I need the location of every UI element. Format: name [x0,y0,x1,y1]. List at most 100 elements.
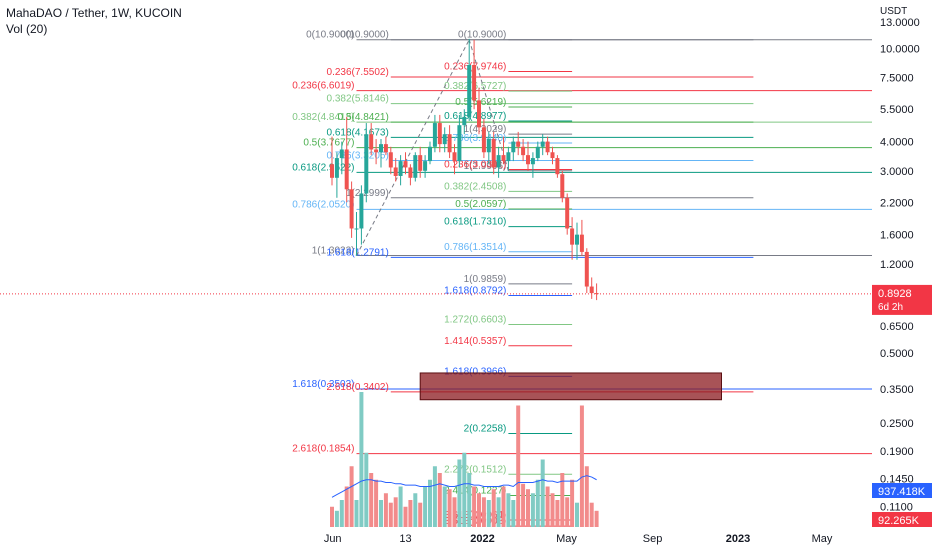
volume-bar [579,405,584,527]
fib-a-level-label: 0(10.9000) [340,30,388,41]
volume-bar [491,489,496,527]
fib-c-level-label: 2.272(0.1512) [444,464,506,475]
volume-bar [379,500,383,527]
volume-bar [452,497,457,527]
volume-bar [364,452,369,527]
fib-c-level-label: 1.414(0.5357) [444,336,506,347]
candle-body [437,123,442,145]
candle-body [408,167,413,178]
price-tick-label: 0.1900 [880,446,914,458]
candle-body [388,152,393,168]
candle-body [344,149,349,190]
volume-bar [477,493,481,527]
fib-c-level-label: 0.236(3.0391) [444,159,506,170]
fib-c-level-label: 1.618(0.3966) [444,366,506,377]
fib-c-level-label: 1.618(0.8792) [444,285,506,296]
candle-body [477,100,481,128]
candle-body [462,116,467,126]
price-tick-label: 0.3500 [880,384,914,396]
candle-body [589,286,594,294]
fib-c-level-label: 0(10.9000) [458,30,506,41]
time-tick-label: 13 [399,533,411,545]
fib-c-level-label: 2(0.2258) [464,424,507,435]
candle-body [545,141,550,153]
volume-bar [535,479,540,527]
candle-body [555,158,560,175]
price-tick-label: 1.2000 [880,259,914,271]
volume-bar [594,510,599,527]
volume-badge [872,512,932,527]
price-tick-label: 1.6000 [880,230,914,242]
candle-body [403,161,408,168]
volume-bar [575,502,579,527]
candle-body [467,64,472,117]
fib-zone-box [419,372,722,401]
volume-bar [472,486,477,527]
volume-bar [359,392,364,527]
candle-body [393,167,398,177]
candle-body [526,155,530,165]
last-price-label: 0.8928 [878,288,912,300]
price-tick-label: 0.6500 [880,321,914,333]
candle-body [496,155,501,168]
fib-b-level-label: 0.786(2.0520) [292,199,354,210]
fib-c-level-label: 1(0.9859) [464,274,507,285]
candle-body [594,293,599,295]
candle-body [447,134,452,153]
candle-body [354,228,359,230]
fib-c-level-label: 0.5(2.0597) [455,199,506,210]
candle-body [491,139,496,168]
volume-bar [486,500,491,527]
volume-bar [393,497,398,527]
volume-bar [545,486,550,527]
price-tick-label: 0.1100 [880,502,913,514]
fib-c-level-label: 0.382(2.4508) [444,181,506,192]
volume-bar [432,466,437,527]
volume-bar [526,489,530,527]
fib-a-level-label: 0.618(4.1673) [327,127,389,138]
price-tick-label: 4.0000 [880,137,914,149]
candle-body [570,228,575,245]
fib-c-level-label: 1.272(0.6603) [444,315,506,326]
time-tick-label: 2022 [470,533,494,545]
price-tick-label: 5.5000 [880,104,914,116]
candle-body [516,141,521,147]
volume-bar [516,405,521,527]
time-tick-label: 2023 [726,533,750,545]
candle-body [540,141,545,147]
fib-b-level-label: 0.618(2.9522) [292,162,354,173]
candle-body [584,251,589,287]
volume-bar [418,502,423,527]
volume-bar [555,500,560,527]
volume-bar [496,497,501,527]
candle-body [334,158,339,178]
candle-body [339,149,344,159]
candle-body [432,123,437,147]
candle-body [442,134,447,145]
candle-body [511,141,516,153]
candle-body [379,144,383,153]
volume-bar [570,479,575,527]
fib-c-level-label: 0.786(3.9440) [444,133,506,144]
candle-countdown: 6d 2h [878,302,903,313]
candle-body [418,155,423,171]
candle-body [423,161,428,171]
volume-badge [872,483,932,498]
time-tick-label: May [812,533,833,545]
volume-bar [398,486,403,527]
volume-bar [369,473,374,527]
fib-a-level-label: 0.382(5.8146) [327,94,389,105]
volume-bar [354,500,359,527]
fib-b-level-label: 1.618(0.3503) [292,379,354,390]
price-tick-label: 0.2500 [880,418,914,430]
price-tick-label: 13.0000 [880,17,920,29]
trend-line [356,39,470,256]
price-tick-label: 0.1450 [880,474,914,486]
candle-body [349,189,354,229]
volume-bar [506,493,511,527]
fib-a-level-label: 0.786(3.3206) [327,150,389,161]
volume-bar [408,500,413,527]
volume-badge-label: 92.265K [878,515,920,527]
time-tick-label: May [556,533,577,545]
